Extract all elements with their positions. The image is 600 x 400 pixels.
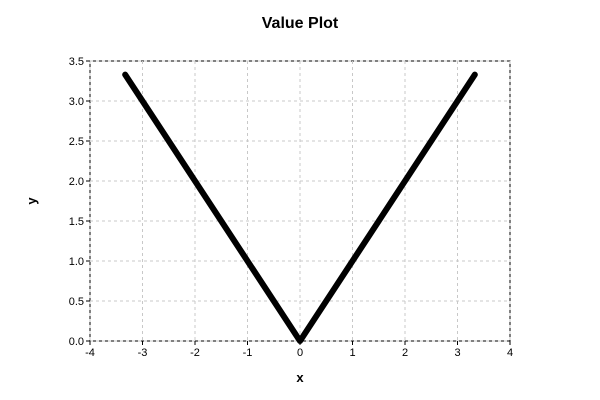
chart-title: Value Plot <box>262 15 339 32</box>
x-axis-ticks: -4 -3 -2 -1 0 1 2 3 4 <box>85 341 513 359</box>
y-tick-label: 1.5 <box>69 216 84 228</box>
x-tick-label: -4 <box>85 347 95 359</box>
x-tick-label: 3 <box>454 347 460 359</box>
x-tick-label: -1 <box>243 347 253 359</box>
x-tick-label: 4 <box>507 347 513 359</box>
grid-layer <box>89 60 511 342</box>
y-tick-label: 0.5 <box>69 296 84 308</box>
y-tick-label: 2.5 <box>69 136 84 148</box>
x-tick-label: -2 <box>190 347 200 359</box>
y-tick-label: 0.0 <box>69 336 84 348</box>
y-tick-label: 3.5 <box>69 56 84 68</box>
x-tick-label: -3 <box>138 347 148 359</box>
x-tick-label: 0 <box>297 347 303 359</box>
y-tick-label: 3.0 <box>69 96 84 108</box>
y-axis-label: y <box>24 197 39 205</box>
x-tick-label: 1 <box>349 347 355 359</box>
y-tick-label: 1.0 <box>69 256 84 268</box>
x-tick-label: 2 <box>402 347 408 359</box>
y-axis-ticks: 0.0 0.5 1.0 1.5 2.0 2.5 3.0 3.5 <box>69 56 90 348</box>
x-axis-label: x <box>296 370 304 385</box>
series-layer <box>122 71 478 344</box>
y-tick-label: 2.0 <box>69 176 84 188</box>
series-line <box>122 71 478 344</box>
